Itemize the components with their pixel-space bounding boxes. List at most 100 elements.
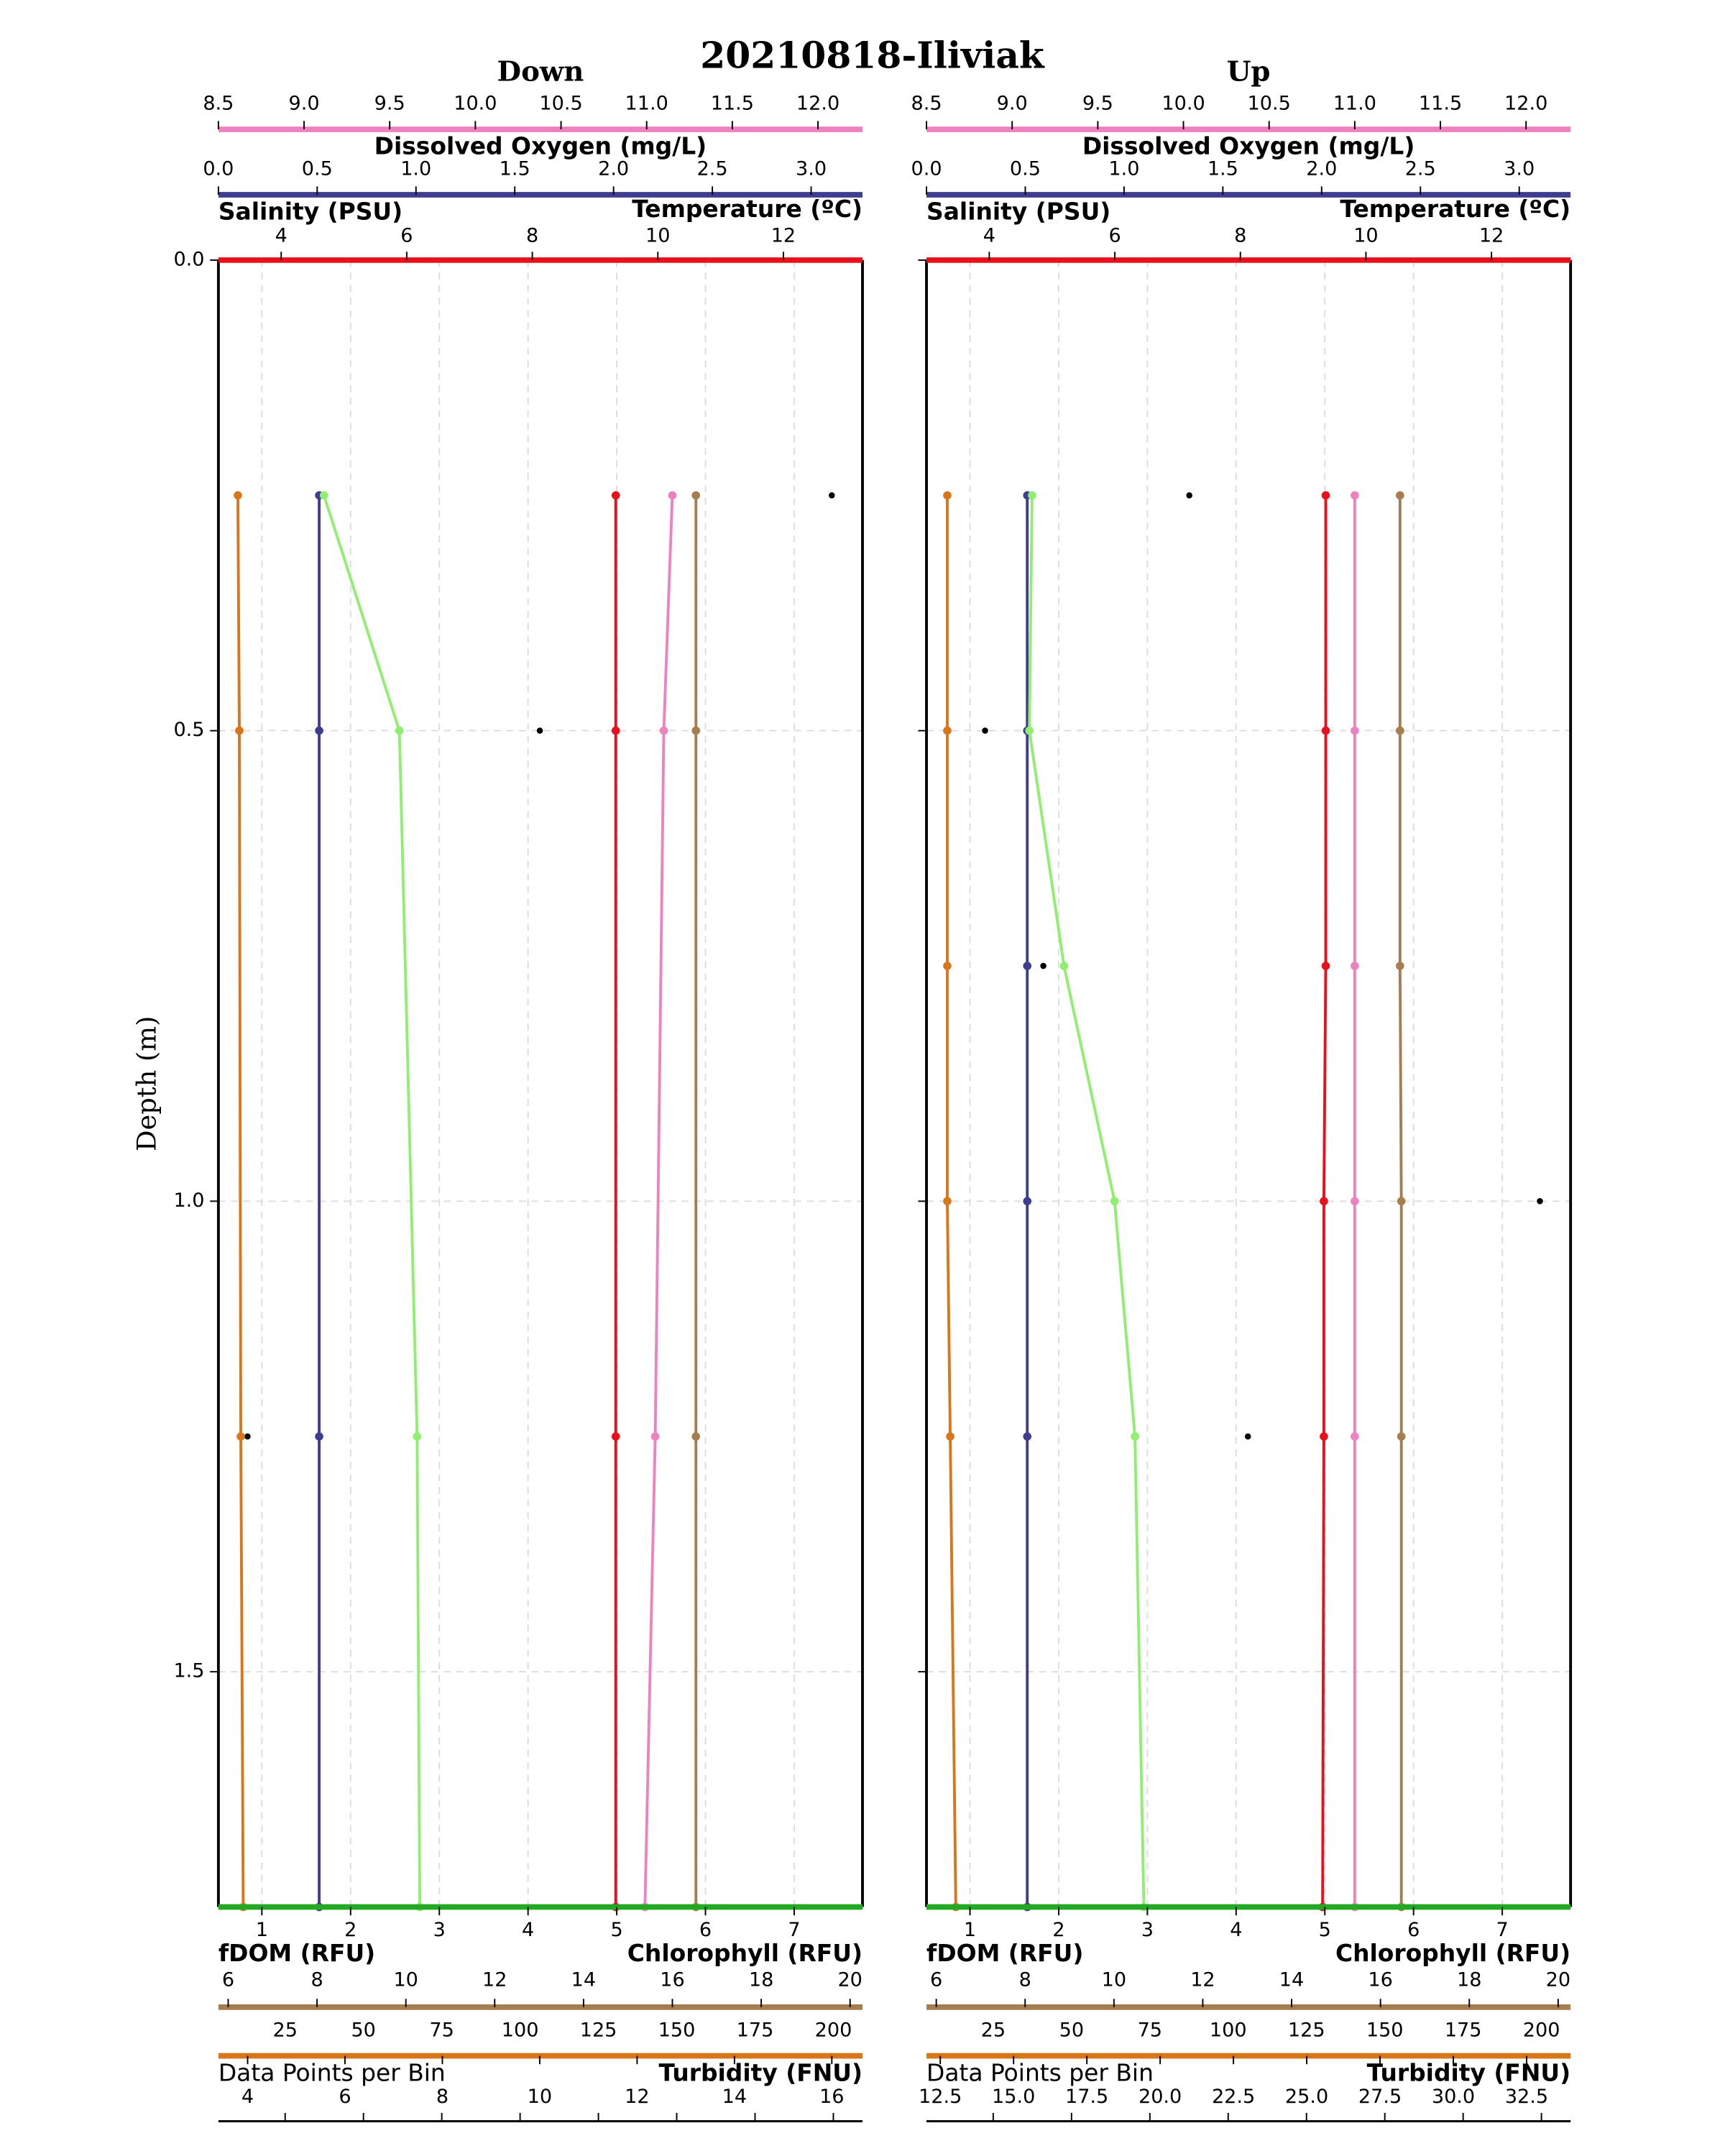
axis-label: Data Points per Bin: [218, 2058, 446, 2086]
x-tick-label: 0.5: [1010, 158, 1041, 180]
x-tick-label: 20.0: [1138, 2086, 1182, 2108]
x-tick-label: 6: [1108, 225, 1121, 247]
series-line: [322, 494, 422, 1907]
data-point: [319, 491, 328, 500]
data-point: [1023, 1432, 1032, 1441]
data-point: [244, 1433, 251, 1440]
x-tick-label: 1.0: [1108, 158, 1139, 180]
data-point: [536, 727, 543, 734]
y-tick-label: 1.0: [173, 1189, 204, 1212]
data-point: [1397, 1197, 1406, 1206]
x-tick-label: 16: [819, 2086, 844, 2108]
data-point: [1025, 726, 1034, 735]
data-point: [1351, 726, 1359, 735]
x-tick-label: 10: [1353, 225, 1378, 247]
x-tick-label: 150: [1366, 2019, 1404, 2041]
x-tick-label: 15.0: [992, 2086, 1035, 2108]
data-point: [1186, 492, 1192, 499]
y-tick-label: 0.0: [173, 248, 204, 270]
x-tick-label: 20: [1546, 1969, 1570, 1991]
x-tick-label: 12: [771, 225, 796, 247]
x-tick-label: 8.5: [203, 93, 234, 115]
x-tick-label: 1: [256, 1919, 268, 1941]
x-tick-label: 20: [837, 1969, 862, 1991]
x-tick-label: 0.0: [203, 158, 234, 180]
x-tick-label: 75: [429, 2019, 454, 2041]
x-tick-label: 12.0: [1504, 93, 1547, 115]
y-tick-label: 1.5: [173, 1660, 204, 1682]
x-tick-label: 9.0: [288, 93, 319, 115]
axis-label: Chlorophyll (RFU): [627, 1939, 862, 1967]
x-tick-label: 1.5: [1208, 158, 1238, 180]
data-point: [315, 1432, 323, 1441]
x-tick-label: 6: [1407, 1919, 1420, 1941]
page-title: 20210818-Iliviak: [700, 34, 1045, 76]
data-point: [413, 1432, 422, 1441]
x-tick-label: 10.5: [1248, 93, 1291, 115]
x-tick-label: 11.5: [711, 93, 754, 115]
x-tick-label: 14: [1279, 1969, 1304, 1991]
data-point: [691, 1432, 701, 1441]
data-point: [235, 726, 244, 735]
data-point: [943, 962, 952, 970]
x-tick-label: 10: [393, 1969, 418, 1991]
x-tick-label: 4: [1230, 1919, 1242, 1941]
x-tick-label: 10: [645, 225, 670, 247]
x-tick-label: 7: [788, 1919, 800, 1941]
axis-label: Data Points per Bin: [926, 2058, 1154, 2086]
data-point: [691, 726, 701, 735]
x-tick-label: 0.0: [911, 158, 942, 180]
x-tick-label: 3.0: [796, 158, 827, 180]
x-tick-label: 16: [1368, 1969, 1392, 1991]
series-line: [236, 495, 245, 1907]
x-tick-label: 12: [1479, 225, 1504, 247]
data-point: [1028, 491, 1036, 500]
x-tick-label: 9.5: [374, 93, 405, 115]
x-tick-label: 27.5: [1358, 2086, 1402, 2108]
x-tick-label: 5: [1319, 1919, 1331, 1941]
x-tick-label: 16: [660, 1969, 684, 1991]
x-tick-label: 6: [339, 2086, 351, 2108]
data-point: [1321, 962, 1330, 970]
axis-label: Salinity (PSU): [926, 198, 1110, 226]
axis-label: Chlorophyll (RFU): [1335, 1939, 1570, 1967]
data-point: [691, 491, 701, 500]
x-tick-label: 1.0: [400, 158, 431, 180]
x-tick-label: 9.5: [1082, 93, 1113, 115]
series-line: [643, 495, 674, 1907]
x-tick-label: 2.0: [598, 158, 629, 180]
x-tick-label: 2.0: [1306, 158, 1337, 180]
data-point: [650, 1432, 660, 1441]
data-point: [1320, 1432, 1328, 1441]
data-point: [943, 1197, 952, 1206]
x-tick-label: 12.5: [919, 2086, 962, 2108]
data-point: [659, 726, 668, 735]
data-point: [1131, 1432, 1139, 1441]
x-tick-label: 75: [1138, 2019, 1162, 2041]
axis-label: Turbidity (FNU): [1367, 2058, 1570, 2086]
series-line: [946, 495, 957, 1907]
x-tick-label: 25: [981, 2019, 1006, 2041]
x-tick-label: 14: [571, 1969, 596, 1991]
x-tick-label: 2: [344, 1919, 356, 1941]
x-tick-label: 5: [610, 1919, 622, 1941]
panel-title: Up: [1227, 56, 1271, 88]
x-tick-label: 150: [658, 2019, 696, 2041]
x-tick-label: 11.0: [1333, 93, 1376, 115]
y-tick-label: 0.5: [173, 719, 204, 741]
x-tick-label: 175: [737, 2019, 774, 2041]
data-point: [1351, 1432, 1359, 1441]
data-point: [1059, 962, 1069, 970]
x-tick-label: 0.5: [302, 158, 333, 180]
y-axis-label: Depth (m): [132, 1016, 162, 1151]
series-line: [1028, 495, 1146, 1907]
axis-label: Temperature (ºC): [1340, 195, 1570, 223]
x-tick-label: 4: [275, 225, 288, 247]
data-point: [1023, 1197, 1032, 1206]
data-point: [234, 491, 242, 500]
x-tick-label: 3: [1141, 1919, 1154, 1941]
x-tick-label: 100: [1210, 2019, 1247, 2041]
x-tick-label: 12: [625, 2086, 649, 2108]
x-tick-label: 3.0: [1504, 158, 1535, 180]
